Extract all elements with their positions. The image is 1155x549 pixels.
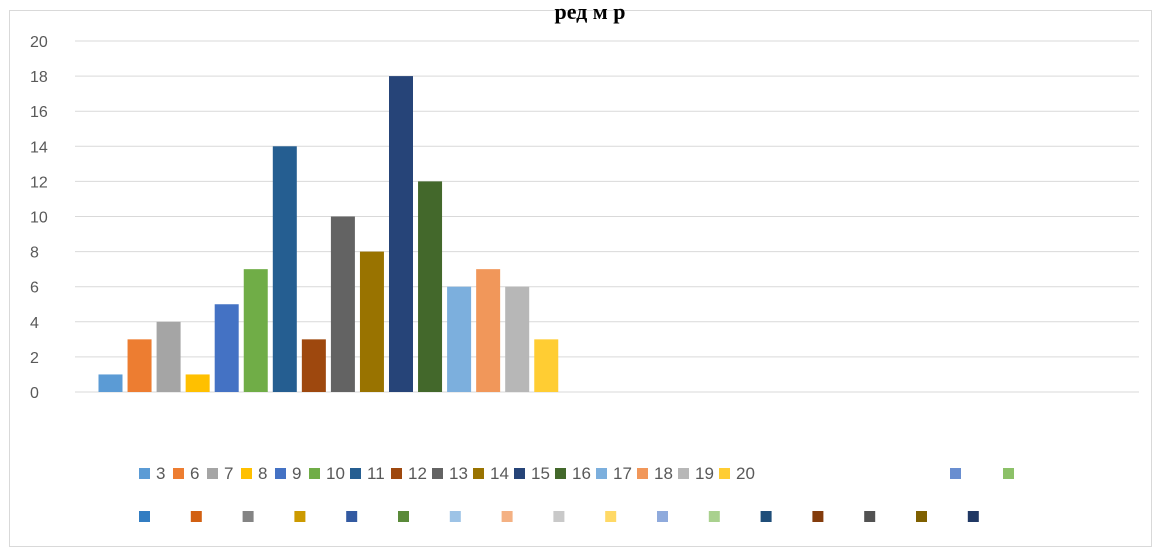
legend-label: 18: [654, 464, 673, 483]
bar-chart: 0 2 4 6 8 10 12 14 16 18 20 3 6 7 8 9 10 11 12 13 14 15 16 17 1…: [30, 34, 1139, 522]
legend-swatch: [514, 468, 525, 479]
legend-swatch: [346, 511, 358, 522]
bars: [98, 76, 559, 392]
legend-swatch: [294, 511, 306, 522]
legend-swatch: [173, 468, 184, 479]
legend-swatch: [864, 511, 876, 522]
legend-swatch: [708, 511, 720, 522]
bar-14: [359, 251, 384, 392]
bar-16: [418, 181, 443, 392]
bar-7: [156, 321, 181, 392]
legend-swatch: [812, 511, 824, 522]
legend-swatch: [553, 511, 565, 522]
legend-swatch: [190, 511, 202, 522]
bar-3: [98, 374, 123, 392]
y-tick-label: 4: [30, 315, 39, 332]
y-tick-label: 6: [30, 280, 39, 297]
y-tick-label: 2: [30, 350, 39, 367]
legend-label: 20: [736, 464, 755, 483]
legend-swatch: [398, 511, 409, 522]
legend-swatch: [139, 468, 150, 479]
legend-label: 16: [572, 464, 591, 483]
legend-swatch: [309, 468, 320, 479]
bar-12: [301, 339, 326, 392]
legend-label: 8: [258, 464, 267, 483]
legend-swatch: [967, 511, 979, 522]
legend-label: 10: [326, 464, 345, 483]
bar-9: [214, 304, 239, 392]
y-tick-label: 0: [30, 385, 39, 402]
legend-swatch: [916, 511, 927, 522]
legend-label: 3: [156, 464, 165, 483]
legend-swatch: [637, 468, 648, 479]
legend-swatch: [473, 468, 484, 479]
legend-swatch: [242, 511, 254, 522]
y-tick-label: 10: [30, 210, 48, 227]
legend-swatch: [350, 468, 361, 479]
legend-swatch: [950, 468, 961, 479]
bar-20: [534, 339, 559, 392]
legend-label: 19: [695, 464, 714, 483]
legend-swatch: [678, 468, 689, 479]
bar-8: [185, 374, 210, 392]
bar-19: [505, 286, 530, 392]
legend-swatch: [760, 511, 772, 522]
legend-swatch: [241, 468, 252, 479]
legend-label: 6: [190, 464, 199, 483]
y-tick-label: 14: [30, 139, 48, 156]
legend-swatch: [501, 511, 513, 522]
y-tick-label: 16: [30, 104, 48, 121]
y-axis-ticks: 0 2 4 6 8 10 12 14 16 18 20: [30, 34, 48, 402]
y-tick-label: 20: [30, 34, 48, 51]
y-tick-label: 18: [30, 69, 48, 86]
y-tick-label: 12: [30, 174, 48, 191]
y-tick-label: 8: [30, 245, 39, 262]
legend-swatch: [432, 468, 443, 479]
legend-label: 17: [613, 464, 632, 483]
bar-11: [272, 146, 297, 392]
legend-swatch: [449, 511, 461, 522]
legend-label: 11: [367, 464, 385, 483]
legend-label: 12: [408, 464, 427, 483]
bar-6: [127, 339, 152, 392]
legend-swatch: [605, 511, 617, 522]
legend: 3 6 7 8 9 10 11 12 13 14 15 16 17 18 19 20: [139, 464, 1014, 522]
legend-swatch: [391, 468, 402, 479]
bar-10: [243, 269, 268, 392]
legend-swatch: [555, 468, 566, 479]
legend-swatch: [207, 468, 218, 479]
legend-swatch: [275, 468, 286, 479]
legend-swatch: [596, 468, 607, 479]
legend-swatch: [1003, 468, 1014, 479]
bar-18: [476, 269, 501, 392]
legend-label: 13: [449, 464, 468, 483]
bar-15: [389, 76, 413, 392]
chart-area: ред м р 0 2 4 6 8 10 12 14 16 18 20 3 6 7 8 9 10 11 12 13 1…: [9, 0, 1152, 547]
legend-label: 7: [224, 464, 233, 483]
legend-label: 9: [292, 464, 301, 483]
legend-swatch: [657, 511, 668, 522]
legend-swatch: [719, 468, 730, 479]
chart-title: ред м р: [554, 0, 626, 24]
legend-swatch: [139, 511, 150, 522]
legend-label: 15: [531, 464, 550, 483]
bar-13: [330, 216, 355, 392]
bar-17: [447, 286, 472, 392]
legend-label: 14: [490, 464, 509, 483]
